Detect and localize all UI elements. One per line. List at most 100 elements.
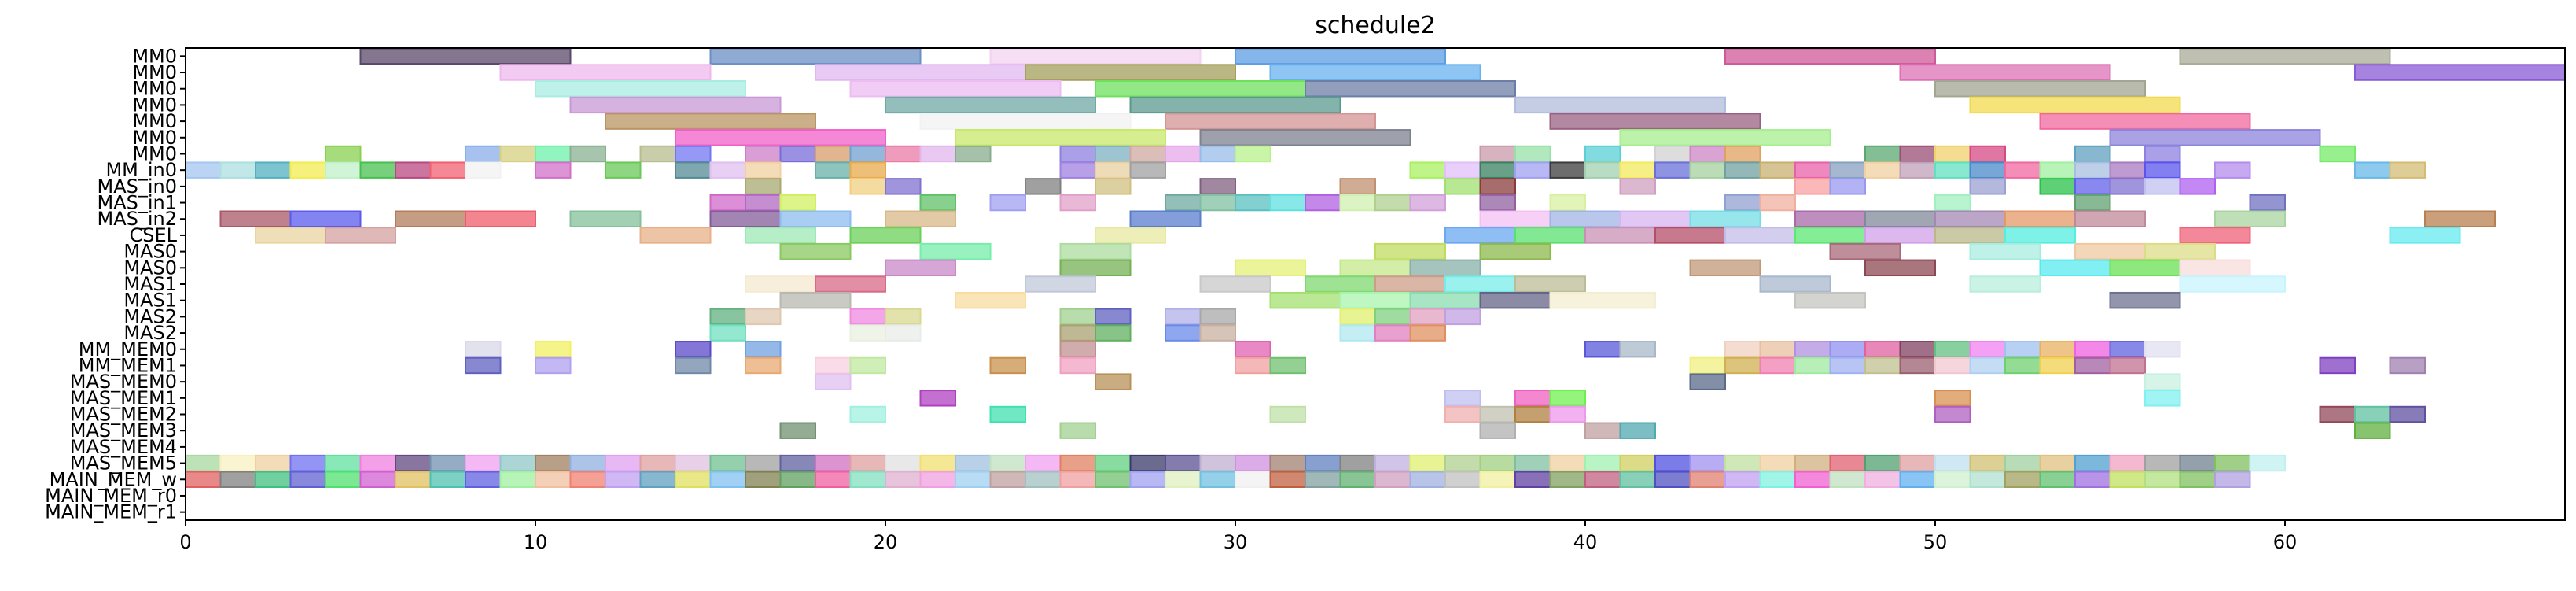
x-tick-label: 10 xyxy=(524,531,548,553)
task-bar xyxy=(2005,162,2041,177)
task-bar xyxy=(1411,325,1446,340)
task-bar xyxy=(1375,472,1411,487)
task-bar xyxy=(1585,162,1621,177)
task-bar xyxy=(1375,244,1445,259)
task-bar xyxy=(1025,276,1095,291)
task-bar xyxy=(1655,146,1691,161)
task-bar xyxy=(745,342,781,356)
task-bar xyxy=(991,407,1026,422)
task-bar xyxy=(1375,276,1445,291)
task-bar xyxy=(1165,325,1201,340)
task-bar xyxy=(1515,472,1551,487)
task-bar xyxy=(571,472,606,487)
task-bar xyxy=(1831,179,1866,194)
task-bar xyxy=(1691,358,1726,373)
task-bar xyxy=(535,472,571,487)
task-bar xyxy=(1725,195,1761,210)
task-bar xyxy=(1831,342,1866,356)
task-bar xyxy=(711,456,746,471)
task-bar xyxy=(1481,162,1516,177)
task-bar xyxy=(501,146,536,161)
task-bar xyxy=(2355,162,2390,177)
task-bar xyxy=(535,146,571,161)
task-bar xyxy=(745,195,781,210)
task-bar xyxy=(326,162,361,177)
task-bar xyxy=(815,162,851,177)
task-bar xyxy=(921,390,956,405)
y-axis: MM0MM0MM0MM0MM0MM0MM0MM_in0MAS_in0MAS_in… xyxy=(45,45,186,523)
task-bar xyxy=(1061,260,1131,275)
task-bar xyxy=(1061,162,1096,177)
task-bar xyxy=(745,358,781,373)
task-bar xyxy=(2005,212,2075,227)
task-bar xyxy=(885,325,921,340)
task-bar xyxy=(535,162,571,177)
task-bar xyxy=(1585,423,1621,438)
task-bar xyxy=(1865,472,1901,487)
task-bar xyxy=(1761,472,1796,487)
task-bar xyxy=(326,227,396,242)
task-bar xyxy=(1551,407,1586,422)
task-bar xyxy=(1761,358,1796,373)
x-tick-label: 60 xyxy=(2273,531,2298,553)
task-bar xyxy=(1271,456,1306,471)
task-bar xyxy=(885,146,921,161)
task-bar xyxy=(1095,146,1131,161)
task-bar xyxy=(921,146,956,161)
task-bar xyxy=(745,162,781,177)
task-bar xyxy=(186,472,221,487)
task-bar xyxy=(2390,407,2426,422)
task-bar xyxy=(675,342,711,356)
task-bar xyxy=(1095,472,1131,487)
task-bar xyxy=(1585,146,1621,161)
task-bar xyxy=(2145,146,2180,161)
task-bar xyxy=(1865,162,1901,177)
task-bar xyxy=(641,227,711,242)
task-bar xyxy=(1131,146,1166,161)
task-bar xyxy=(1831,162,1866,177)
task-bar xyxy=(1411,162,1446,177)
task-bar xyxy=(1061,146,1096,161)
task-bar xyxy=(1481,212,1551,227)
task-bar xyxy=(1935,472,1971,487)
task-bar xyxy=(851,227,921,242)
task-bar xyxy=(1935,227,2005,242)
task-bar xyxy=(1831,456,1866,471)
task-bar xyxy=(1445,456,1481,471)
task-bar xyxy=(1025,456,1061,471)
task-bar xyxy=(641,146,676,161)
task-bar xyxy=(745,472,781,487)
x-tick-label: 20 xyxy=(874,531,898,553)
task-bar xyxy=(291,212,361,227)
task-bar xyxy=(851,358,886,373)
task-bar xyxy=(2110,472,2146,487)
task-bar xyxy=(501,472,536,487)
task-bar xyxy=(2145,162,2180,177)
task-bar xyxy=(1271,407,1306,422)
task-bar xyxy=(186,162,221,177)
task-bar xyxy=(396,162,431,177)
task-bar xyxy=(1585,456,1621,471)
task-bar xyxy=(2390,227,2460,242)
task-bar xyxy=(1271,65,1481,79)
task-bar xyxy=(1201,325,1236,340)
task-bar xyxy=(1761,162,1796,177)
task-bar xyxy=(1165,309,1201,324)
task-bar xyxy=(431,472,466,487)
task-bar xyxy=(1935,456,1971,471)
task-bar xyxy=(1235,146,1271,161)
task-bar xyxy=(1341,472,1376,487)
task-bar xyxy=(1865,227,1935,242)
task-bar xyxy=(955,472,991,487)
task-bar xyxy=(571,212,641,227)
task-bar xyxy=(1305,276,1375,291)
task-bar xyxy=(1165,195,1201,210)
task-bar xyxy=(1795,358,1831,373)
task-bar xyxy=(291,162,326,177)
task-bar xyxy=(2145,456,2180,471)
task-bar xyxy=(2145,179,2180,194)
task-bar xyxy=(1901,456,1936,471)
task-bar xyxy=(1901,146,1936,161)
task-bar xyxy=(1901,472,1936,487)
